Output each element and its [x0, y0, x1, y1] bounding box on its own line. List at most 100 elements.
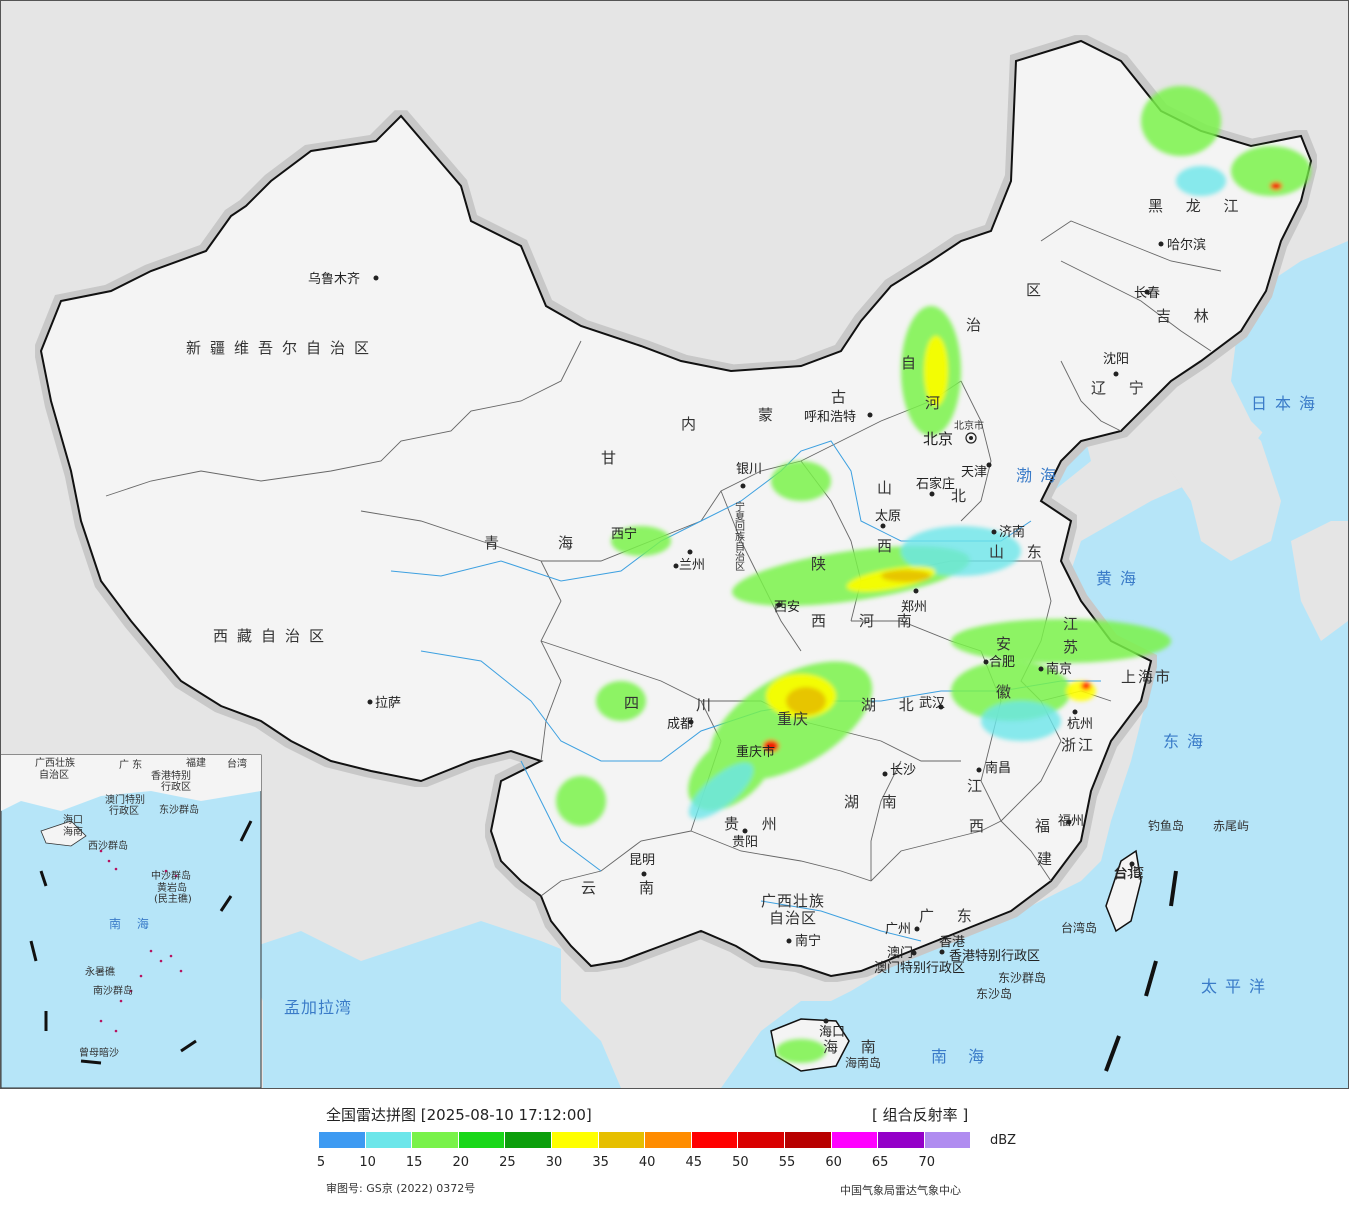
colorbar-cell: [365, 1132, 413, 1148]
colorbar-tick: 25: [499, 1155, 516, 1170]
colorbar-tick: 70: [918, 1155, 936, 1170]
label-gansu: 甘: [601, 449, 625, 467]
label-jiangsu-2: 苏: [1063, 638, 1087, 656]
label-chuan: 川: [696, 696, 720, 714]
city-chengdu: 成都: [667, 717, 693, 732]
inset-guangxi-2: 自治区: [39, 768, 69, 781]
inset-labels: 广西壮族 自治区 广 东 福建 台湾 香港特别 行政区 澳门特别 行政区 东沙群…: [35, 756, 247, 1059]
city-fuzhou: 福州: [1058, 814, 1084, 829]
inset-fujian: 福建: [186, 756, 206, 769]
label-yunnan-2: 南: [639, 879, 663, 897]
sea-taipingyang: 太平洋: [1201, 977, 1273, 996]
label-xizang: 西藏自治区: [213, 627, 333, 645]
colorbar-cell: [598, 1132, 646, 1148]
nine-dash-line: [1104, 870, 1178, 1072]
label-neimenggu-3: 古: [831, 388, 855, 406]
label-guizhou: 贵 州: [724, 815, 786, 833]
island-labels: 钓鱼岛 赤尾屿 台湾岛 海南岛 东沙群岛 东沙岛: [845, 818, 1249, 1070]
label-neimenggu-1: 内: [681, 415, 705, 433]
colorbar-tick: 40: [638, 1155, 656, 1170]
sea-labels: 渤海 黄海 东海 南 海 太平洋 日本海 孟加拉湾: [284, 394, 1315, 1066]
label-guangdong: 广 东: [919, 907, 981, 925]
label-fujian-2: 建: [1037, 850, 1061, 868]
sea-donghai: 东海: [1163, 732, 1211, 751]
island-taiwandao: 台湾岛: [1061, 920, 1097, 935]
colorbar-tick: 5: [316, 1155, 326, 1170]
label-xianggang: 香港特别行政区: [949, 949, 1040, 964]
island-hainandao: 海南岛: [845, 1055, 881, 1070]
city-lhasa: 拉萨: [375, 696, 401, 711]
colorbar-tick: 30: [545, 1155, 563, 1170]
label-neimenggu-2: 蒙: [758, 406, 782, 424]
inset-yongshu: 永暑礁: [85, 965, 115, 978]
city-yinchuan: 银川: [736, 462, 762, 477]
inset-aomen-2: 行政区: [109, 804, 139, 817]
label-jiangxi-2: 西: [969, 817, 993, 835]
inset-aomen-1: 澳门特别: [105, 793, 145, 806]
inset-xianggang-1: 香港特别: [151, 770, 191, 782]
city-huhehaote: 呼和浩特: [804, 410, 856, 425]
colorbar-cell: [831, 1132, 879, 1148]
label-beijing: 北京: [923, 430, 953, 448]
label-taiwan: 台湾: [1113, 864, 1145, 882]
label-hunan: 湖 南: [844, 793, 906, 811]
inset-guangdong: 广 东: [119, 758, 142, 771]
colorbar-cell: [505, 1132, 552, 1148]
south-china-sea-inset: [1, 754, 262, 1088]
city-shijiazhuang: 石家庄: [916, 476, 955, 492]
approval-number: 审图号: GS京 (2022) 0372号: [326, 1182, 476, 1195]
island-diaoyudao: 钓鱼岛: [1148, 818, 1184, 833]
inset-xisha: 西沙群岛: [88, 839, 128, 852]
label-neimenggu-6: 区: [1026, 281, 1050, 299]
label-jiangsu-1: 江: [1063, 615, 1087, 633]
label-neimenggu-4: 自: [901, 354, 925, 372]
colorbar: [319, 1132, 972, 1148]
label-tianjin: 天津: [961, 465, 987, 480]
label-jiangxi-1: 江: [967, 777, 991, 795]
colorbar-tick: 35: [592, 1155, 609, 1170]
city-labels: 乌鲁木齐 拉萨 西宁 兰州 银川 呼和浩特 太原 石家庄 济南 郑州 西安 成都…: [308, 237, 1206, 1040]
label-zhejiang: 浙江: [1061, 736, 1095, 754]
colorbar-tick: 60: [825, 1155, 842, 1170]
label-anhui-1: 安: [996, 635, 1020, 653]
taiwan-island: [1105, 849, 1142, 933]
inset-nansha: 南沙群岛: [93, 984, 133, 997]
colorbar-tick: 15: [405, 1155, 423, 1170]
label-ningxia: 宁夏回族自治区: [733, 500, 745, 571]
colorbar-tick: 20: [452, 1155, 470, 1170]
inset-xianggang-2: 行政区: [161, 780, 191, 793]
city-shenyang: 沈阳: [1103, 352, 1129, 367]
colorbar-cell: [924, 1132, 972, 1148]
city-hangzhou: 杭州: [1067, 717, 1093, 732]
radar-echoes: [556, 86, 1311, 1063]
label-hainan: 海 南: [823, 1038, 885, 1056]
sea-nanhai: 南 海: [931, 1047, 992, 1066]
label-liaoning: 辽 宁: [1091, 379, 1153, 397]
label-guangxi-2: 自治区: [769, 909, 817, 927]
inset-huangyandao-2: (民主礁): [154, 892, 192, 905]
label-shaanxi-2: 西: [811, 612, 835, 630]
colorbar-cell: [412, 1132, 459, 1148]
china-land: [39, 39, 1313, 978]
city-haikou: 海口: [819, 1025, 845, 1040]
label-chongqing-city: 重庆市: [736, 744, 775, 760]
city-guiyang: 贵阳: [732, 835, 758, 850]
city-nanning: 南宁: [795, 933, 821, 949]
neighbour-land: [561, 41, 1348, 1088]
label-yunnan-1: 云: [581, 879, 605, 897]
colorbar-tick: 10: [359, 1155, 376, 1170]
sea-mengjialawan: 孟加拉湾: [284, 998, 352, 1017]
label-aomen: 澳门特别行政区: [874, 960, 965, 976]
label-xinjiang: 新疆维吾尔自治区: [186, 339, 378, 357]
colorbar-ticks: 5 10 15 20 25 30 35 40 45 50 55 60 65 70: [316, 1155, 1019, 1171]
label-guangxi-1: 广西壮族: [761, 892, 825, 910]
city-changsha: 长沙: [890, 763, 916, 778]
sea-bohai: 渤海: [1016, 466, 1064, 485]
island-chiweiyu: 赤尾屿: [1213, 819, 1249, 833]
colorbar-cell: [691, 1132, 739, 1148]
label-hebei-2: 北: [951, 487, 975, 505]
city-lanzhou: 兰州: [679, 558, 705, 573]
sea-huanghai: 黄海: [1096, 569, 1144, 588]
label-shaanxi-1: 陕: [811, 555, 835, 573]
colorbar-cell: [319, 1132, 366, 1148]
